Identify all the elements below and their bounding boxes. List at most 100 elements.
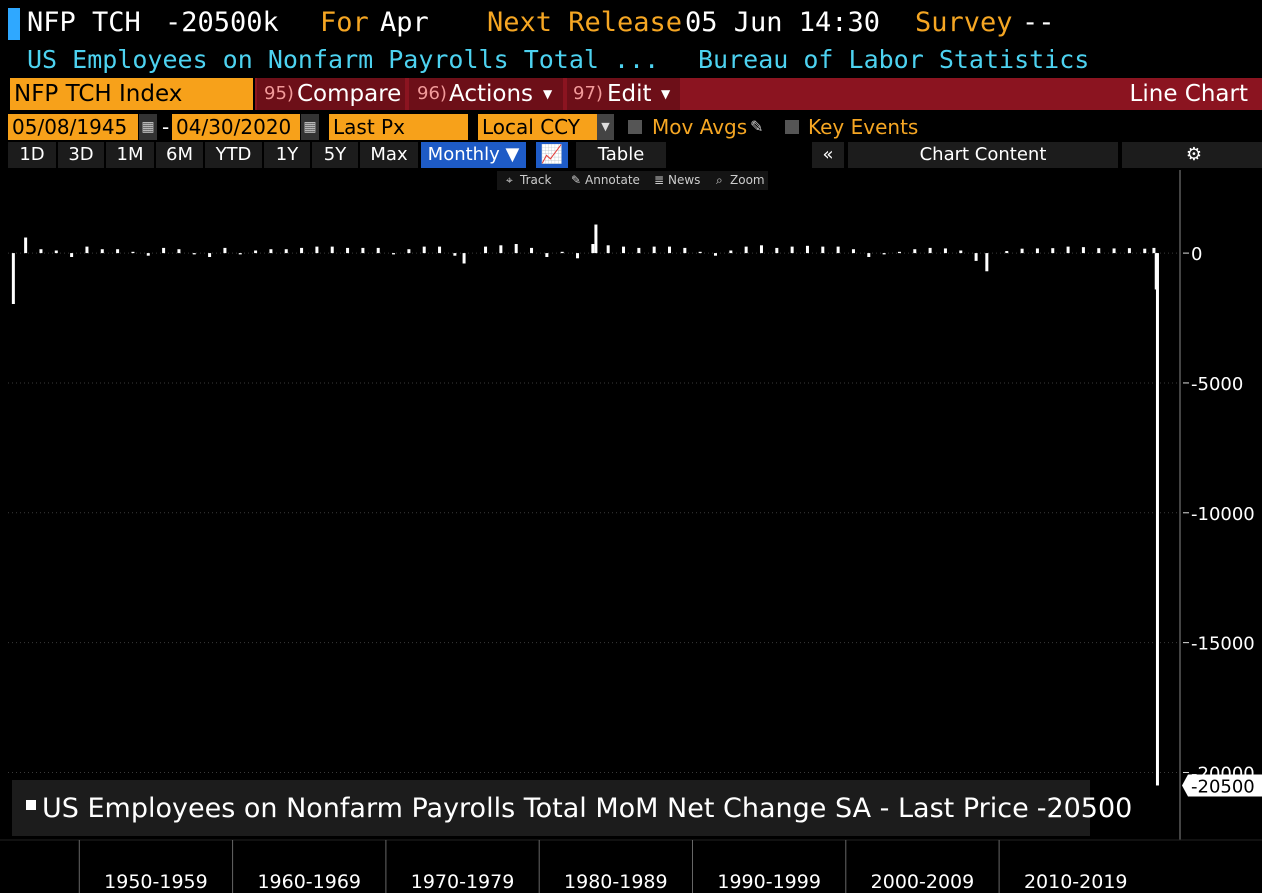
mov-avgs-checkbox[interactable] <box>628 120 642 134</box>
calendar-icon[interactable]: ▦ <box>139 114 157 140</box>
range-tab[interactable]: 1M <box>106 142 154 168</box>
bar <box>985 253 989 272</box>
chart-content-tab[interactable]: Chart Content <box>848 142 1118 168</box>
bar <box>744 246 748 254</box>
bar <box>882 253 886 255</box>
bar <box>1005 251 1009 254</box>
bar <box>54 250 58 254</box>
bar <box>867 253 871 257</box>
bar <box>208 253 212 257</box>
legend-entry: US Employees on Nonfarm Payrolls Total M… <box>42 793 1132 824</box>
legend-box <box>12 780 1090 836</box>
x-tick-label: 2000-2009 <box>871 871 975 893</box>
last-value: -20500k <box>165 7 279 38</box>
compare-label: Compare <box>297 81 402 107</box>
survey-label: Survey <box>915 7 1013 38</box>
tool-button[interactable]: News <box>668 173 701 187</box>
bar <box>897 251 901 254</box>
start-date[interactable]: 05/08/1945 <box>8 114 138 140</box>
source: Bureau of Labor Statistics <box>698 45 1090 74</box>
range-tab[interactable]: YTD <box>205 142 262 168</box>
collapse-tab[interactable]: « <box>812 142 844 168</box>
actions-num: 96) <box>417 83 447 104</box>
description: US Employees on Nonfarm Payrolls Total .… <box>27 45 660 74</box>
bar <box>11 253 15 304</box>
bar <box>1035 248 1039 254</box>
bar <box>805 245 809 254</box>
bar <box>1097 248 1101 254</box>
edit-button[interactable] <box>567 78 680 110</box>
compare-num: 95) <box>264 83 294 104</box>
bar <box>913 249 917 254</box>
calendar-icon[interactable]: ▦ <box>301 114 319 140</box>
bar <box>392 253 396 255</box>
bar <box>974 253 978 261</box>
bar <box>254 250 258 254</box>
price-field[interactable]: Last Px <box>329 114 468 140</box>
tool-button[interactable]: Track <box>520 173 552 187</box>
y-tick-label: -5000 <box>1191 374 1243 395</box>
bar <box>576 253 580 259</box>
bar <box>959 250 963 254</box>
chart-icon-tab[interactable]: 📈 <box>536 142 568 168</box>
currency-field[interactable]: Local CCY <box>478 114 597 140</box>
range-tab[interactable]: 6M <box>156 142 203 168</box>
tool-button[interactable]: Annotate <box>585 173 640 187</box>
bar <box>361 247 365 254</box>
y-tick-label: -10000 <box>1191 504 1255 525</box>
range-tab[interactable]: Max <box>360 142 418 168</box>
release-date: 05 Jun 14:30 <box>685 7 881 38</box>
bar <box>683 247 687 254</box>
bar <box>560 251 564 254</box>
bar <box>269 249 273 254</box>
bar <box>238 253 242 255</box>
bar <box>330 246 334 254</box>
bar <box>453 253 457 256</box>
x-tick-label: 1970-1979 <box>411 871 515 893</box>
actions-label: Actions <box>449 81 534 107</box>
key-events-label: Key Events <box>808 115 919 139</box>
frequency-tab[interactable]: Monthly ▼ <box>421 142 526 168</box>
range-tab[interactable]: 3D <box>58 142 104 168</box>
bar <box>100 249 104 254</box>
last-value-label: -20500 <box>1191 776 1255 797</box>
bar <box>376 247 380 254</box>
x-tick-label: 2010-2019 <box>1024 871 1128 893</box>
last-value-callout <box>1182 774 1262 797</box>
range-tab[interactable]: 1D <box>8 142 56 168</box>
key-events-checkbox[interactable] <box>785 120 799 134</box>
settings-tab[interactable]: ⚙ <box>1122 142 1262 168</box>
ticker-marker <box>8 8 20 40</box>
bar <box>775 247 779 254</box>
bar <box>438 246 442 254</box>
bar <box>530 247 534 254</box>
actions-button[interactable] <box>409 78 563 110</box>
pencil-icon[interactable]: ✎ <box>750 117 764 136</box>
range-tab[interactable]: 5Y <box>312 142 358 168</box>
bar <box>698 251 702 254</box>
bar <box>1127 248 1131 254</box>
for-label: For <box>320 7 369 38</box>
x-tick-label: 1950-1959 <box>104 871 208 893</box>
bar <box>462 253 466 264</box>
bar <box>594 224 598 254</box>
bar <box>177 249 181 254</box>
legend-swatch <box>26 800 36 810</box>
bar <box>499 245 503 254</box>
bar <box>484 246 488 254</box>
currency-dropdown[interactable]: ▼ <box>597 114 614 140</box>
compare-button[interactable] <box>257 78 405 110</box>
tool-button[interactable]: Zoom <box>730 173 765 187</box>
bar <box>116 249 120 254</box>
end-date[interactable]: 04/30/2020 <box>172 114 300 140</box>
range-tab[interactable]: 1Y <box>264 142 310 168</box>
table-tab[interactable]: Table <box>576 142 666 168</box>
bar <box>1143 248 1147 254</box>
security-field[interactable]: NFP TCH Index <box>10 78 253 110</box>
x-tick-label: 1990-1999 <box>717 871 821 893</box>
bar <box>24 237 28 254</box>
bar <box>514 244 518 254</box>
bar <box>729 250 733 254</box>
bar <box>1066 246 1070 254</box>
